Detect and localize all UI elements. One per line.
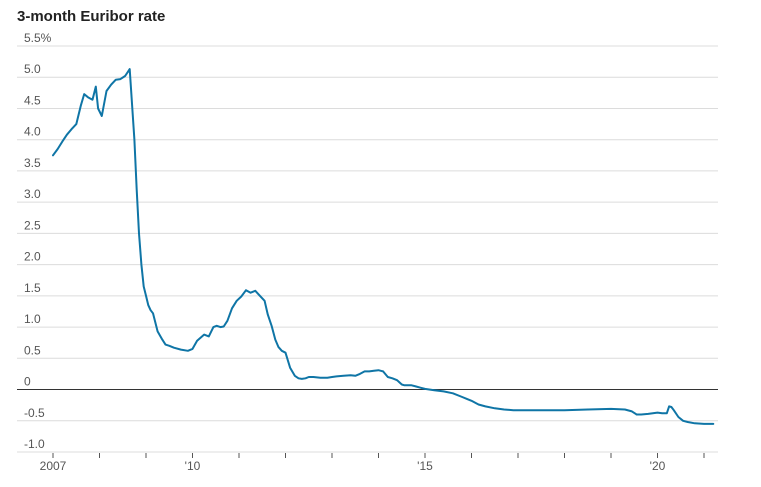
y-tick-label: 3.0 [24,187,41,201]
y-tick-label: 5.0 [24,62,41,76]
gridlines [17,45,718,453]
y-tick-label: 4.5 [24,93,41,107]
y-tick-label: 3.5 [24,156,41,170]
y-tick-label: 2.5 [24,218,41,232]
x-tick-label: '10 [185,459,201,473]
euribor-rate-line [52,68,715,425]
y-tick-label: -0.5 [24,406,45,420]
x-tick-label: '20 [650,459,666,473]
y-tick-label: 4.0 [24,125,41,139]
y-tick-label: 1.0 [24,312,41,326]
y-tick-label: 0.5 [24,343,41,357]
y-tick-label: 5.5% [24,31,52,45]
y-tick-label: 1.5 [24,281,41,295]
y-tick-label: 2.0 [24,250,41,264]
x-tick-label: '15 [417,459,433,473]
x-axis: 2007 '10 '15 '20 [40,453,705,473]
x-tick-label: 2007 [40,459,67,473]
chart-title: 3-month Euribor rate [17,8,166,25]
y-tick-label: 0 [24,375,31,389]
y-axis-labels: 5.5% 5.0 4.5 4.0 3.5 3.0 2.5 2.0 1.5 1.0 0.5 0 -0.5 -… [24,31,52,451]
y-tick-label: -1.0 [24,437,45,451]
